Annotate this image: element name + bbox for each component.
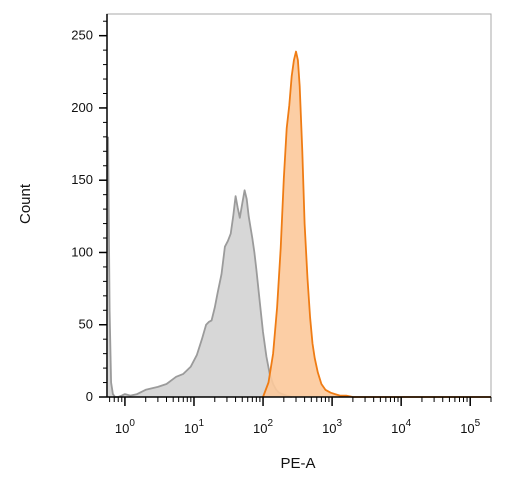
y-tick-label: 100	[71, 244, 93, 259]
series-2-line	[262, 50, 491, 398]
y-axis-title: Count	[17, 183, 34, 224]
axis-layer: 0 50 100 150 200 250 100 101 102 103 104 105	[71, 14, 492, 436]
y-tick-label: 200	[71, 100, 93, 115]
x-tick-label: 103	[322, 418, 342, 436]
series-layer	[107, 50, 491, 398]
x-tick-label: 101	[184, 418, 204, 436]
series-2-area	[263, 51, 491, 397]
y-tick-label: 0	[86, 389, 93, 404]
series-1-line	[107, 136, 292, 398]
series-1-area	[108, 136, 292, 398]
x-tick-label: 105	[460, 418, 480, 436]
x-axis-title: PE-A	[280, 455, 315, 472]
y-tick-label: 150	[71, 172, 93, 187]
x-tick-label: 100	[115, 418, 135, 436]
y-tick-label: 250	[71, 28, 93, 43]
y-tick-label: 50	[79, 317, 93, 332]
x-tick-label: 104	[391, 418, 411, 436]
x-tick-label: 102	[253, 418, 273, 436]
